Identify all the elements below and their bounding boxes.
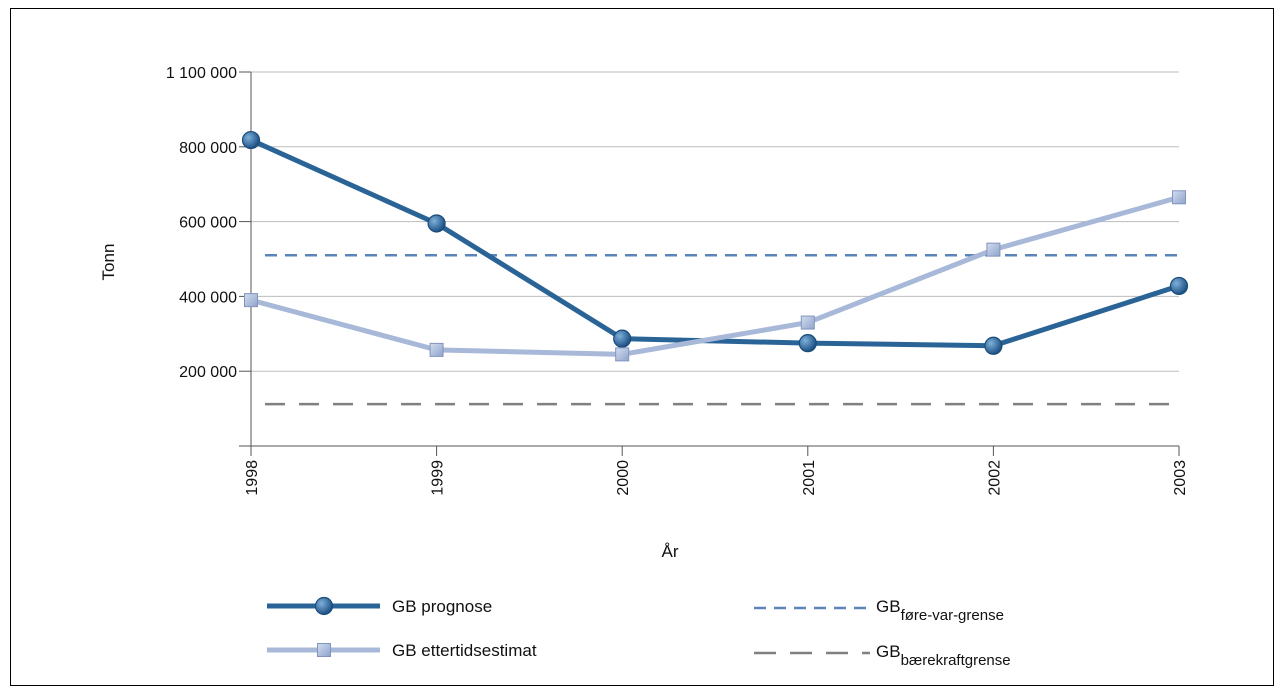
x-tick-labels: 1998 1999 2000 2001 2002 2003 (244, 446, 1189, 496)
y-axis-title: Tonn (99, 244, 118, 281)
y-tick-label: 200 000 (179, 364, 237, 381)
data-point (984, 336, 1003, 355)
y-tick-label: 600 000 (179, 215, 237, 232)
data-point (613, 329, 632, 348)
x-tick-label: 2001 (801, 460, 818, 496)
x-tick-label: 1998 (244, 460, 261, 496)
y-tick-label: 1 100 000 (166, 65, 237, 82)
legend-label: GB ettertidsestimat (392, 641, 537, 660)
reference-lines (265, 254, 1179, 406)
x-tick-label: 2003 (1172, 460, 1189, 496)
data-point (1169, 276, 1189, 296)
legend-label-sub: bærekraftgrense (901, 652, 1011, 669)
chart-frame (10, 8, 1274, 686)
series-line (249, 137, 1180, 349)
data-point (241, 130, 261, 150)
x-tick-label: 1999 (430, 460, 447, 496)
legend-label: GBbærekraftgrense (876, 642, 1011, 669)
x-tick-label: 2000 (615, 460, 632, 496)
data-point (427, 214, 446, 233)
legend-label: GBføre-var-grense (876, 597, 1004, 624)
series-line (250, 194, 1180, 357)
data-point (429, 342, 444, 357)
series-lines (241, 130, 1189, 362)
axes (250, 72, 1179, 447)
y-tick-label: 400 000 (179, 289, 237, 306)
legend-label-main: GB (876, 597, 901, 616)
y-tick-labels: 200 000 400 000 600 000 800 000 1 100 000 (166, 65, 237, 381)
data-point (986, 242, 1001, 257)
legend-marker (314, 596, 334, 616)
legend-marker (317, 643, 331, 657)
data-point (1172, 190, 1186, 205)
data-point (615, 347, 630, 362)
x-tick-label: 2002 (986, 460, 1003, 496)
x-axis-title: År (662, 542, 679, 561)
legend-label: GB prognose (392, 597, 492, 616)
data-point (800, 315, 815, 330)
legend-label-main: GB (876, 642, 901, 661)
y-tick-label: 800 000 (179, 140, 237, 157)
data-point (798, 334, 817, 353)
data-point (244, 293, 258, 308)
legend-label-sub: føre-var-grense (901, 607, 1004, 624)
grid-lines (239, 71, 1179, 447)
